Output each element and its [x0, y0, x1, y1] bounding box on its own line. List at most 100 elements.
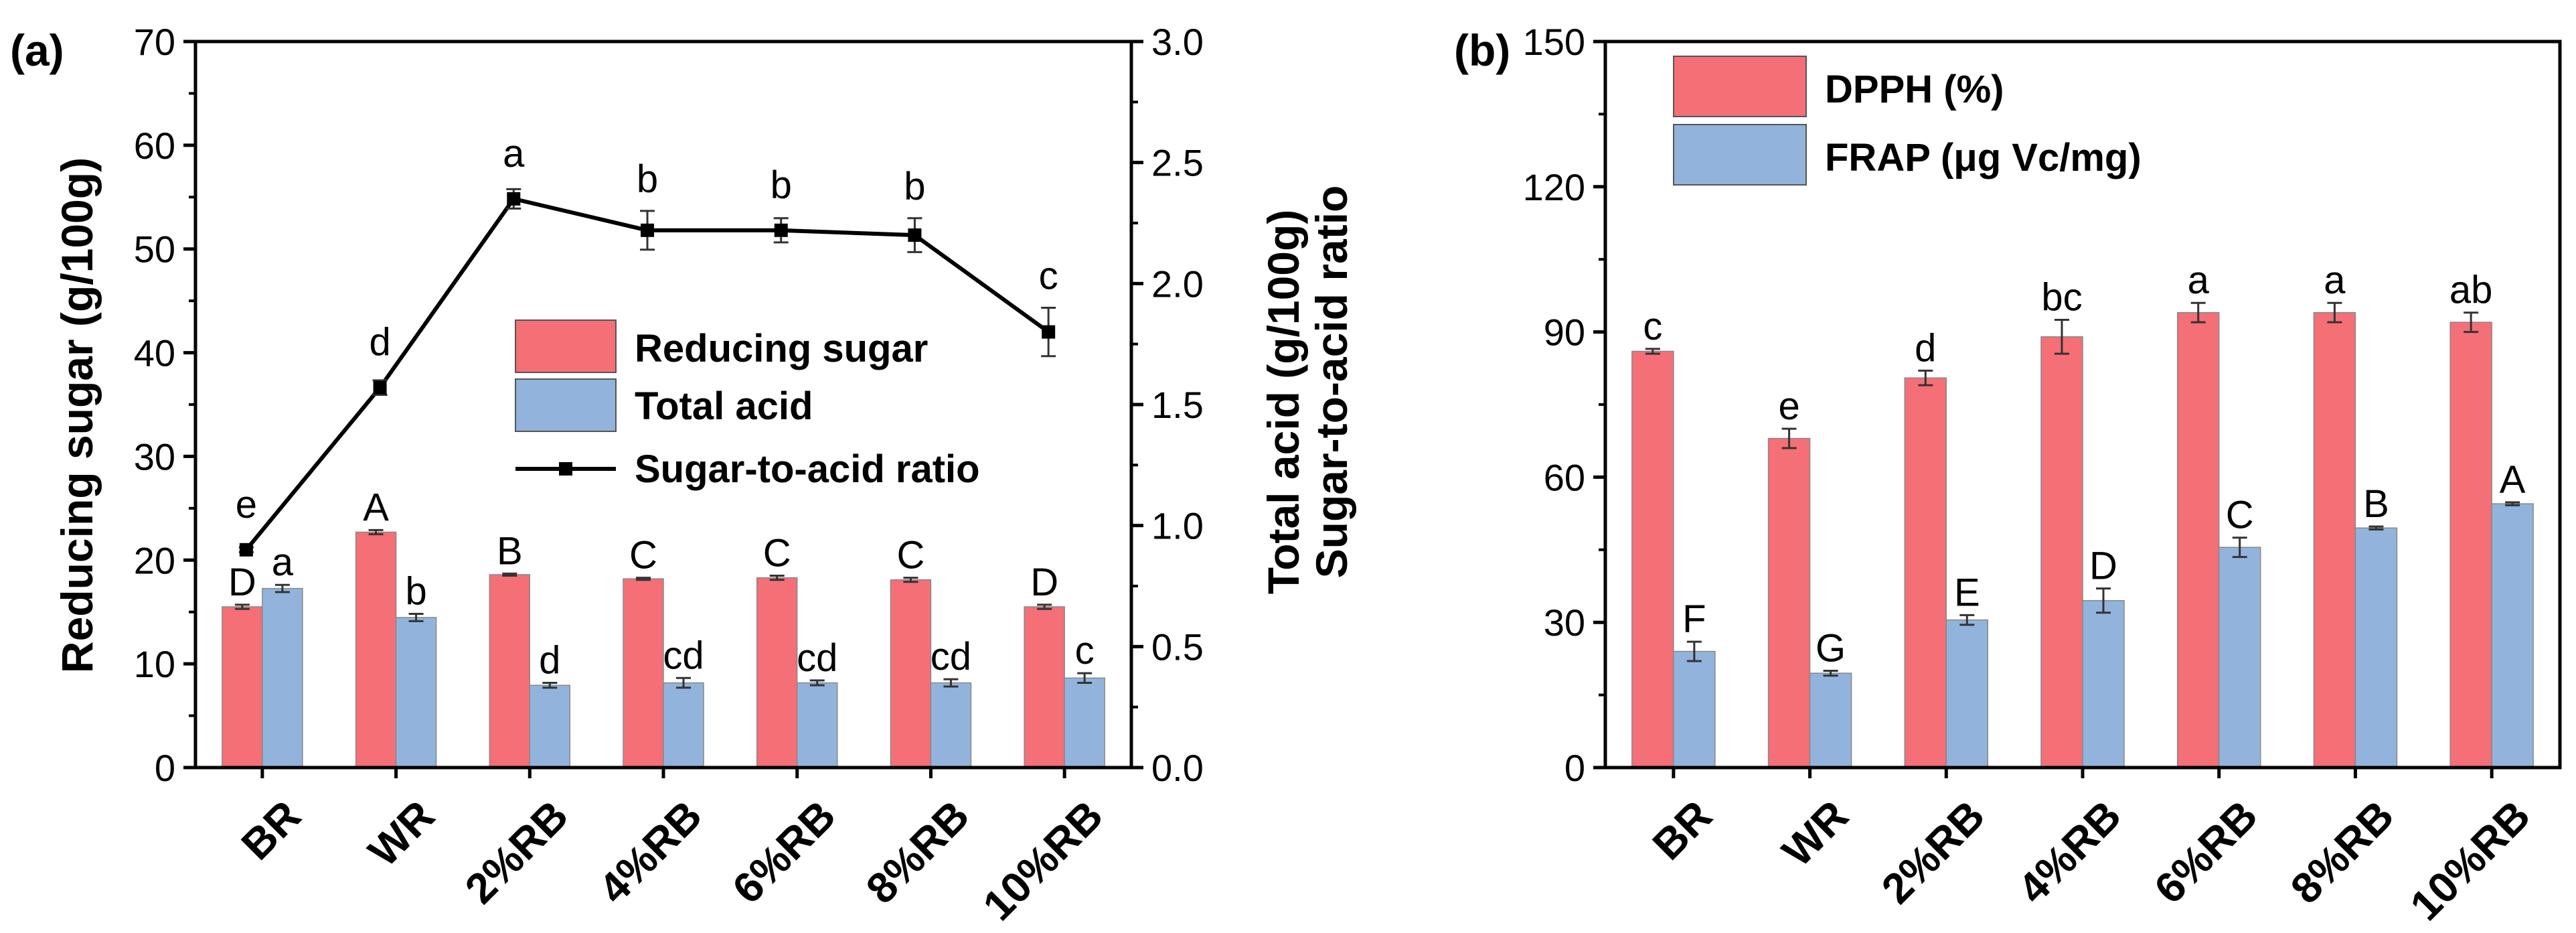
bar-total-acid-8-rb [930, 682, 972, 768]
bar-reducing-sugar-wr [355, 531, 397, 768]
sig-total-acid-br: a [272, 541, 294, 584]
bar-frap-8-rb [2354, 527, 2398, 768]
bar-total-acid-10-rb [1064, 677, 1105, 768]
sig-dpph-br: c [1643, 305, 1662, 348]
sig-total-acid-4-rb: cd [663, 634, 704, 677]
panel-a-left-tick-label-40: 40 [134, 332, 175, 374]
panel-a-right-tick-label-1: 0.5 [1151, 626, 1204, 668]
bar-total-acid-6-rb [796, 682, 838, 768]
bar-total-acid-2-rb [529, 685, 571, 768]
bar-dpph-wr [1767, 437, 1811, 768]
panel-a-left-tick-label-50: 50 [134, 228, 175, 271]
panel-b-bars [1631, 301, 2534, 768]
bar-frap-2-rb [1945, 619, 1989, 768]
error-bar-dpph-8-rb [2327, 301, 2342, 324]
error-bar-dpph-10-rb [2464, 311, 2479, 334]
panel-a-left-tick-label-70: 70 [134, 21, 175, 63]
error-bar-frap-4-rb [2096, 587, 2111, 614]
sig-sugar-to-acid-8-rb: b [904, 165, 925, 208]
bar-dpph-br [1631, 350, 1674, 768]
sig-reducing-sugar-8-rb: C [896, 534, 924, 577]
error-bar-reducing-sugar-4-rb [636, 577, 651, 581]
sig-frap-4-rb: D [2089, 545, 2117, 588]
sig-sugar-to-acid-6-rb: b [771, 163, 792, 207]
error-bar-frap-br [1686, 640, 1702, 662]
sig-sugar-to-acid-wr: d [369, 321, 390, 364]
panel-a-left-tick-label-30: 30 [134, 435, 175, 478]
bar-reducing-sugar-6-rb [756, 577, 798, 768]
sig-reducing-sugar-wr: A [363, 486, 389, 529]
error-bar-total-acid-6-rb [809, 679, 825, 687]
point-sugar-to-acid-6-rb [774, 223, 788, 237]
bar-dpph-4-rb [2040, 336, 2083, 768]
panel-b-left-tick-label-30: 30 [1544, 601, 1585, 644]
panel-a-right-tick-label-5: 2.5 [1151, 142, 1204, 184]
point-sugar-to-acid-wr [373, 380, 387, 394]
panel-a-y2-axis-title-line2: Sugar-to-acid ratio [1307, 186, 1356, 579]
panel-b-left-tick-label-90: 90 [1544, 311, 1585, 354]
legend-label-sugar-to-acid: Sugar-to-acid ratio [635, 447, 980, 491]
sig-total-acid-2-rb: d [539, 639, 560, 683]
sig-sugar-to-acid-2-rb: a [503, 132, 525, 175]
bar-frap-wr [1809, 672, 1852, 768]
bar-dpph-10-rb [2449, 321, 2492, 768]
panel-a-y2-axis-title-line1: Total acid (g/100g) [1259, 210, 1308, 595]
error-bar-dpph-6-rb [2190, 301, 2206, 324]
bar-reducing-sugar-8-rb [890, 579, 932, 768]
error-bar-frap-8-rb [2368, 525, 2384, 530]
legend-swatch-reducing-sugar [515, 319, 617, 373]
panel-b-x-label-4-rb: 4%RB [2008, 791, 2130, 913]
sig-total-acid-8-rb: cd [931, 635, 971, 678]
legend-label-dpph: DPPH (%) [1825, 68, 2004, 111]
bar-reducing-sugar-4-rb [623, 578, 664, 768]
panel-b-legend: DPPH (%) FRAP (μg Vc/mg) [1673, 56, 2142, 186]
error-bar-total-acid-4-rb [676, 676, 691, 689]
error-bar-reducing-sugar-wr [368, 528, 384, 536]
point-sugar-to-acid-4-rb [641, 223, 654, 237]
sig-dpph-8-rb: a [2324, 259, 2346, 302]
bar-reducing-sugar-2-rb [489, 574, 531, 768]
error-bar-frap-10-rb [2505, 501, 2520, 506]
sig-frap-wr: G [1816, 626, 1846, 670]
legend-marker-sugar-to-acid [559, 462, 572, 476]
panel-a-right-tick-label-6: 3.0 [1151, 21, 1204, 63]
error-bar-reducing-sugar-8-rb [903, 577, 918, 583]
panel-a-x-label-4-rb: 4%RB [589, 791, 711, 913]
legend-label-reducing-sugar: Reducing sugar [635, 327, 928, 370]
sig-dpph-2-rb: d [1915, 326, 1936, 370]
panel-a-left-tick-label-20: 20 [134, 539, 175, 581]
bar-total-acid-br [262, 587, 303, 768]
bar-frap-10-rb [2491, 503, 2534, 768]
sig-frap-br: F [1682, 597, 1706, 641]
error-bar-total-acid-2-rb [542, 682, 558, 689]
panel-a-x-label-10-rb: 10%RB [973, 791, 1112, 930]
error-bar-total-acid-br [274, 583, 290, 593]
point-sugar-to-acid-8-rb [908, 228, 922, 242]
legend-label-frap: FRAP (μg Vc/mg) [1825, 136, 2142, 180]
bar-dpph-2-rb [1904, 377, 1947, 768]
panel-b-x-label-br: BR [1643, 791, 1721, 869]
bar-frap-br [1673, 650, 1716, 768]
panel-b-left-tick-label-120: 120 [1523, 166, 1585, 208]
sig-reducing-sugar-br: D [228, 561, 256, 604]
error-bar-total-acid-wr [408, 613, 424, 622]
point-sugar-to-acid-10-rb [1042, 325, 1056, 339]
error-bar-dpph-wr [1781, 427, 1797, 449]
panel-a-right-tick-label-2: 1.0 [1151, 505, 1204, 547]
bar-reducing-sugar-br [222, 606, 263, 768]
point-sugar-to-acid-2-rb [507, 192, 521, 206]
error-bar-frap-wr [1823, 669, 1838, 677]
sig-sugar-to-acid-br: e [236, 483, 257, 526]
legend-swatch-frap [1673, 124, 1807, 186]
panel-a-ratio-line [238, 188, 1056, 557]
error-bar-reducing-sugar-10-rb [1037, 603, 1052, 610]
bar-frap-4-rb [2082, 599, 2125, 768]
bar-total-acid-4-rb [663, 682, 704, 768]
panel-a-x-label-8-rb: 8%RB [857, 791, 979, 913]
error-bar-total-acid-8-rb [943, 678, 959, 688]
panel-b-significance-letters: c Fe Gd Ebc Da Ca Bab A [1643, 259, 2525, 670]
panel-b-left-tick-label-0: 0 [1564, 747, 1585, 789]
panel-b-left-tick-label-150: 150 [1523, 21, 1585, 63]
panel-b-left-tick-label-60: 60 [1544, 456, 1585, 498]
